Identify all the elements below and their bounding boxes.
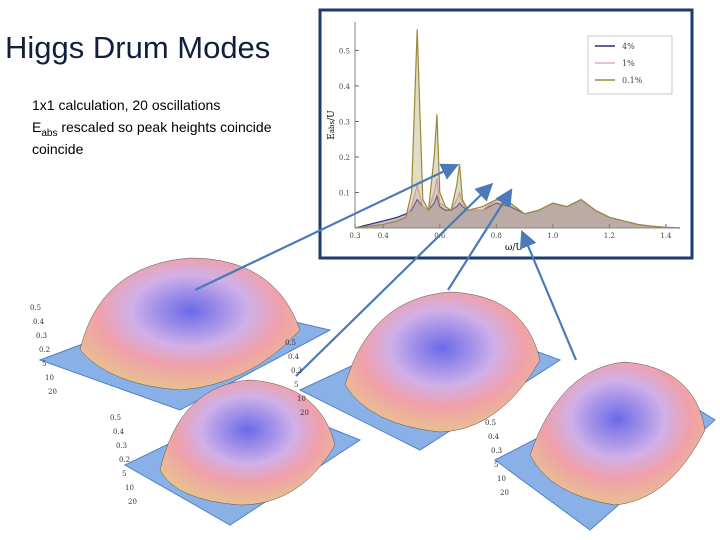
- x-axis-label: ω/U: [505, 243, 523, 253]
- surface-axis-label: 20: [500, 489, 509, 497]
- body-text: E: [32, 119, 41, 135]
- arrow: [520, 229, 578, 361]
- x-tick-label: 0.3: [349, 232, 360, 240]
- arrow: [295, 182, 494, 377]
- surface-axis-label: 10: [497, 475, 506, 483]
- body-text: Eabs rescaled so peak heights coincide: [32, 119, 272, 139]
- legend-label: 1%: [622, 59, 635, 68]
- y-tick-label: 0.5: [339, 47, 350, 55]
- y-tick-label: 0.1: [339, 189, 350, 197]
- surface-axis-label: 0.5: [285, 339, 296, 347]
- surface-axis-label: 0.3: [491, 447, 502, 455]
- legend-label: 0.1%: [622, 76, 643, 85]
- surface-axis-label: 0.3: [116, 442, 127, 450]
- surface-plot: [298, 291, 562, 451]
- y-axis-label: /U: [327, 110, 337, 121]
- surface-axis-label: 20: [300, 409, 309, 417]
- y-axis-label: E: [327, 133, 337, 140]
- surface-plot: [123, 379, 362, 526]
- y-axis-label: abs: [328, 120, 336, 133]
- surface-axis-label: 0.5: [110, 414, 121, 422]
- surface: [529, 361, 706, 506]
- x-tick-label: 1.0: [547, 232, 558, 240]
- surface: [79, 257, 301, 391]
- surface-axis-label: 5: [42, 360, 46, 368]
- x-tick-label: 0.8: [491, 232, 502, 240]
- x-tick-label: 1.4: [660, 232, 672, 240]
- body-text: 1x1 calculation, 20 oscillations: [32, 97, 220, 113]
- surface-axis-label: 10: [45, 374, 54, 382]
- surface-axis-label: 0.3: [36, 332, 47, 340]
- series-line: [354, 29, 681, 229]
- surface-axis-label: 0.5: [485, 419, 496, 427]
- body-text: coincide: [32, 141, 84, 157]
- surface-axis-label: 20: [48, 388, 57, 396]
- x-tick-label: 0.4: [378, 232, 390, 240]
- surface-axis-label: 10: [297, 395, 306, 403]
- x-tick-label: 1.2: [604, 232, 615, 240]
- y-tick-label: 0.4: [339, 83, 351, 91]
- surface-plot: [38, 257, 332, 411]
- surface-axis-label: 0.2: [39, 346, 50, 354]
- surface-axis-label: 0.5: [30, 304, 41, 312]
- surface: [344, 291, 541, 433]
- series-area: [355, 196, 680, 228]
- y-axis-label: Eabs/U: [327, 110, 337, 140]
- surface-axis-label: 0.4: [488, 433, 500, 441]
- surface-plot: [494, 361, 716, 531]
- surface-axis-label: 0.4: [113, 428, 125, 436]
- series-area: [355, 178, 680, 228]
- surface-axis-label: 0.3: [291, 367, 302, 375]
- y-tick-label: 0.2: [339, 154, 350, 162]
- arrow: [194, 163, 459, 291]
- slide-title: Higgs Drum Modes: [5, 30, 270, 65]
- surface-axis-label: 0.4: [33, 318, 45, 326]
- legend-label: 4%: [622, 42, 635, 51]
- body-subscript: abs: [41, 128, 57, 139]
- surface-axis-label: 20: [128, 498, 137, 506]
- series-area: [355, 29, 680, 228]
- surface-axis-label: 5: [122, 470, 126, 478]
- surface-axis-label: 10: [125, 484, 134, 492]
- arrow: [447, 188, 513, 291]
- surface: [159, 379, 336, 506]
- y-tick-label: 0.3: [339, 118, 350, 126]
- body-text: rescaled so peak heights coincide: [57, 119, 271, 135]
- arrows: [194, 163, 578, 377]
- surface-axis-label: 5: [294, 381, 298, 389]
- surface-axis-label: 0.4: [288, 353, 300, 361]
- surface-axis-label: 0.2: [119, 456, 130, 464]
- surface-axis-label: 5: [494, 461, 498, 469]
